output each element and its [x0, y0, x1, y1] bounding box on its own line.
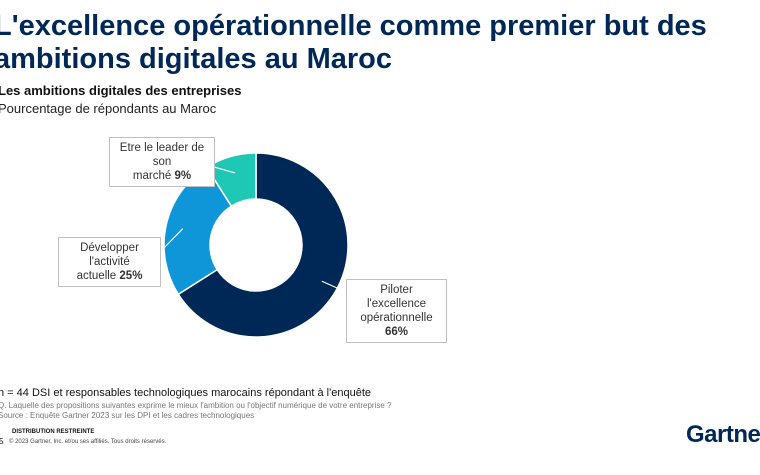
- callout-text: opérationnelle: [360, 312, 433, 324]
- question-note: Q. Laquelle des propositions suivantes e…: [0, 401, 392, 410]
- callout-text: Piloter l'excellence: [366, 284, 427, 310]
- leader-grow-business: [160, 228, 184, 252]
- callout-text: Etre le leader de son: [119, 142, 205, 168]
- donut-slices: [163, 152, 349, 338]
- chart-subtitle: Les ambitions digitales des entreprises: [0, 83, 242, 98]
- callout-grow-business: Développer l'activité actuelle 25%: [58, 237, 161, 287]
- chart-units-subtitle: Pourcentage de répondants au Maroc: [0, 101, 217, 116]
- leader-operational-excellence: [321, 280, 347, 293]
- callout-market-leader: Etre le leader de son marché 9%: [109, 137, 215, 187]
- callout-text: marché: [132, 170, 172, 182]
- callout-text: actuelle: [76, 270, 117, 282]
- page-number: 5: [0, 437, 4, 446]
- callout-operational-excellence: Piloter l'excellence opérationnelle 66%: [346, 279, 447, 343]
- copyright-text: © 2023 Gartner, Inc. et/ou ses affiliés.…: [9, 439, 167, 445]
- slice-market-leader: [205, 152, 257, 208]
- sample-size-note: n = 44 DSI et responsables technologique…: [0, 387, 371, 399]
- source-note: Source : Enquête Gartner 2023 sur les DP…: [0, 411, 255, 420]
- gartner-logo: Gartner: [686, 421, 760, 448]
- distribution-label: DISTRIBUTION RESTREINTE: [12, 429, 95, 435]
- slice-operational-excellence: [177, 152, 349, 338]
- callout-value: 25%: [119, 270, 143, 282]
- callout-value: 9%: [174, 170, 192, 182]
- page-title: L'excellence opérationnelle comme premie…: [0, 10, 707, 75]
- callout-value: 66%: [384, 326, 409, 338]
- callout-text: Développer l'activité: [80, 242, 139, 268]
